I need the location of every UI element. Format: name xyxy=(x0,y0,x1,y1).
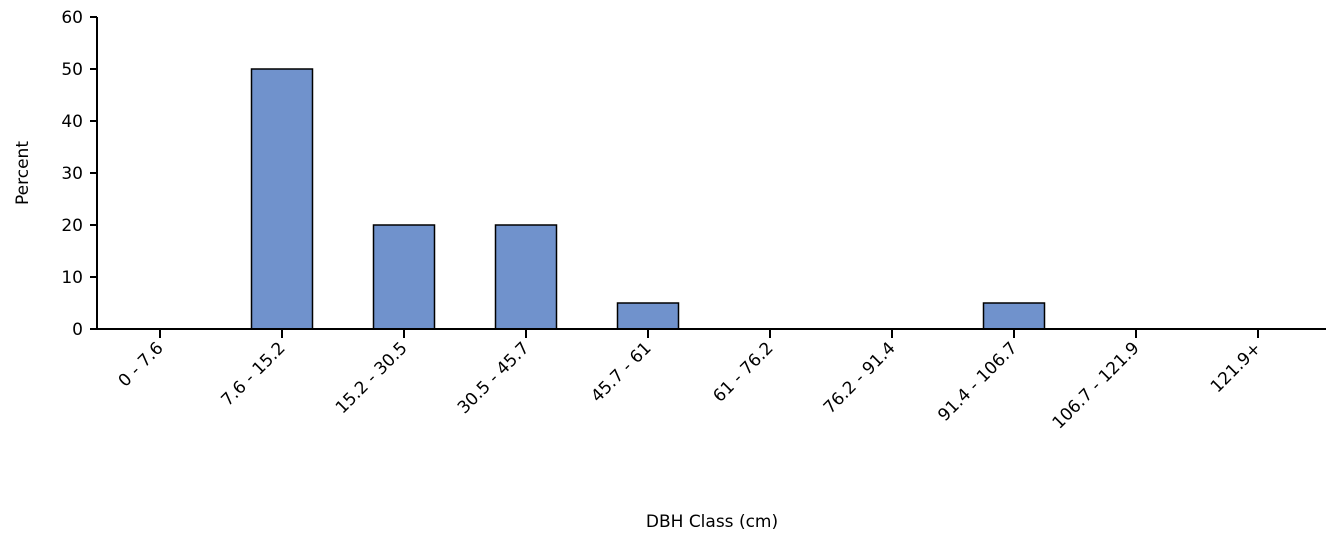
bars-layer xyxy=(250,68,1046,330)
x-tick-label: 0 - 7.6 xyxy=(115,338,168,391)
bar xyxy=(982,302,1046,330)
x-tick-label: 106.7 - 121.9 xyxy=(1049,338,1144,433)
bar xyxy=(494,224,558,330)
x-tick-label: 7.6 - 15.2 xyxy=(218,338,290,410)
x-tick-label: 91.4 - 106.7 xyxy=(934,338,1021,425)
x-ticks: 0 - 7.6 7.6 - 15.2 15.2 - 30.5 30.5 - 45.7 4… xyxy=(115,329,1266,433)
y-tick-label: 0 xyxy=(72,320,83,340)
x-tick-label: 30.5 - 45.7 xyxy=(454,338,534,418)
y-tick-label: 30 xyxy=(61,164,83,184)
bar xyxy=(616,302,680,330)
bar xyxy=(372,224,436,330)
x-tick-label: 61 - 76.2 xyxy=(709,338,777,406)
x-axis-title: DBH Class (cm) xyxy=(646,512,778,532)
y-tick-label: 50 xyxy=(61,60,83,80)
x-tick-label: 76.2 - 91.4 xyxy=(820,338,900,418)
y-tick-label: 20 xyxy=(61,216,83,236)
y-ticks: 0 10 20 30 40 50 60 xyxy=(61,8,97,340)
y-tick-label: 40 xyxy=(61,112,83,132)
y-tick-label: 10 xyxy=(61,268,83,288)
y-axis-title: Percent xyxy=(13,141,33,205)
x-tick-label: 45.7 - 61 xyxy=(587,338,655,406)
x-tick-label: 15.2 - 30.5 xyxy=(332,338,412,418)
x-tick-label: 121.9+ xyxy=(1207,338,1266,397)
bar xyxy=(250,68,314,330)
y-tick-label: 60 xyxy=(61,8,83,28)
